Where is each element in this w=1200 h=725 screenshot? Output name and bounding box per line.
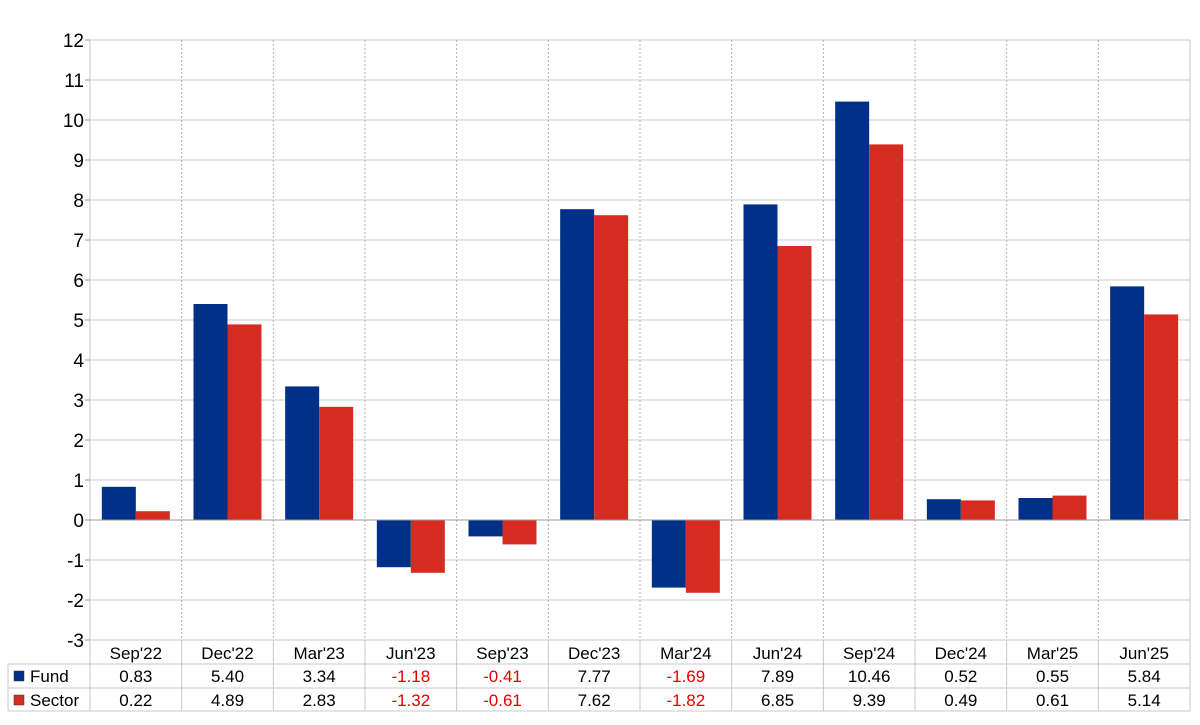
data-label-fund: 3.34 (303, 667, 336, 686)
x-category-label: Dec'22 (201, 644, 253, 663)
bar-fund (468, 520, 503, 537)
legend-swatch-fund (13, 670, 25, 682)
bar-fund (926, 499, 961, 520)
bar-fund (651, 520, 686, 588)
y-tick-label: 8 (73, 191, 84, 212)
data-label-sector: 2.83 (303, 691, 336, 710)
x-category-label: Jun'24 (753, 644, 803, 663)
bar-fund (1110, 286, 1145, 520)
y-tick-label: 11 (64, 71, 84, 92)
y-tick-label: 10 (63, 111, 84, 132)
legend-label-sector: Sector (30, 691, 79, 710)
x-category-label: Dec'24 (935, 644, 987, 663)
data-label-sector: -1.82 (666, 691, 705, 710)
bar-fund (743, 204, 778, 520)
bar-fund (285, 386, 320, 520)
data-label-sector: 6.85 (761, 691, 794, 710)
bar-sector (960, 500, 995, 520)
bar-fund (560, 209, 595, 520)
data-label-sector: -1.32 (391, 691, 430, 710)
data-label-fund: 5.40 (211, 667, 244, 686)
data-label-fund: -1.18 (391, 667, 430, 686)
bar-sector (685, 520, 720, 593)
data-label-sector: 5.14 (1128, 691, 1161, 710)
data-label-fund: 7.89 (761, 667, 794, 686)
y-tick-label: 6 (73, 271, 84, 292)
bar-sector (319, 406, 354, 520)
y-tick-label: 3 (73, 391, 84, 412)
data-label-sector: -0.61 (483, 691, 522, 710)
legend-swatch-sector (13, 694, 25, 706)
x-category-label: Jun'25 (1119, 644, 1169, 663)
data-label-sector: 9.39 (853, 691, 886, 710)
bar-fund (193, 304, 228, 520)
x-category-label: Mar'24 (660, 644, 711, 663)
data-label-sector: 0.61 (1036, 691, 1069, 710)
bar-sector (135, 511, 170, 520)
y-tick-label: 7 (73, 231, 84, 252)
bar-sector (594, 215, 629, 520)
data-label-fund: 5.84 (1128, 667, 1161, 686)
bar-sector (1052, 495, 1087, 520)
y-tick-label: -3 (67, 631, 84, 652)
data-label-fund: 10.46 (848, 667, 891, 686)
legend-label-fund: Fund (30, 667, 69, 686)
data-label-fund: 0.83 (119, 667, 152, 686)
data-label-sector: 7.62 (578, 691, 611, 710)
x-category-label: Sep'24 (843, 644, 895, 663)
bar-sector (410, 520, 445, 573)
data-label-sector: 4.89 (211, 691, 244, 710)
bar-fund (101, 486, 136, 520)
data-label-fund: -0.41 (483, 667, 522, 686)
bar-fund (376, 520, 411, 568)
y-tick-label: 4 (73, 351, 84, 372)
y-tick-label: 9 (73, 151, 84, 172)
x-category-label: Sep'22 (110, 644, 162, 663)
data-label-fund: -1.69 (666, 667, 705, 686)
x-category-label: Jun'23 (386, 644, 436, 663)
x-category-label: Sep'23 (476, 644, 528, 663)
y-tick-label: 12 (63, 31, 84, 52)
x-category-label: Mar'23 (293, 644, 344, 663)
data-label-sector: 0.49 (944, 691, 977, 710)
y-tick-label: 1 (73, 471, 84, 492)
data-label-fund: 0.55 (1036, 667, 1069, 686)
data-label-fund: 7.77 (578, 667, 611, 686)
x-category-label: Mar'25 (1027, 644, 1078, 663)
y-tick-label: 2 (73, 431, 84, 452)
y-tick-label: -1 (67, 551, 84, 572)
bar-sector (502, 520, 537, 545)
bar-sector (227, 324, 262, 520)
data-label-fund: 0.52 (944, 667, 977, 686)
y-tick-label: 0 (73, 511, 84, 532)
x-category-label: Dec'23 (568, 644, 620, 663)
bar-fund (1018, 498, 1053, 520)
bar-sector (777, 246, 812, 520)
bar-sector (1144, 314, 1179, 520)
y-tick-label: -2 (67, 591, 84, 612)
bar-fund (835, 101, 870, 520)
data-label-sector: 0.22 (119, 691, 152, 710)
y-tick-label: 5 (73, 311, 84, 332)
bar-sector (869, 144, 904, 520)
